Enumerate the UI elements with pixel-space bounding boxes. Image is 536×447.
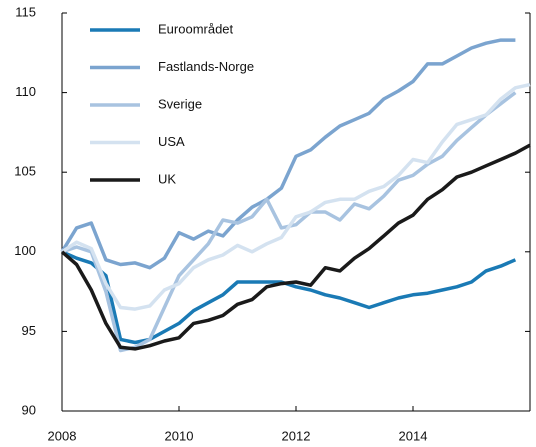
legend-label: Sverige — [158, 96, 202, 111]
x-tick-label: 2008 — [48, 428, 77, 443]
series-line — [60, 143, 531, 351]
legend-label: Euroområdet — [158, 21, 234, 36]
y-tick-label: 115 — [15, 4, 36, 19]
y-tick-label: 100 — [14, 243, 36, 258]
legend-label: Fastlands-Norge — [158, 59, 254, 74]
x-tick-label: 2014 — [399, 428, 428, 443]
y-tick-label: 90 — [22, 402, 36, 417]
x-tick-label: 2012 — [282, 428, 311, 443]
y-tick-label: 105 — [14, 164, 36, 179]
series-line — [60, 38, 516, 270]
legend-label: USA — [158, 134, 185, 149]
y-tick-label: 95 — [22, 323, 36, 338]
series-line — [61, 82, 531, 311]
legend-label: UK — [158, 171, 176, 186]
x-tick-label: 2010 — [165, 428, 194, 443]
y-tick-label: 110 — [15, 84, 36, 99]
